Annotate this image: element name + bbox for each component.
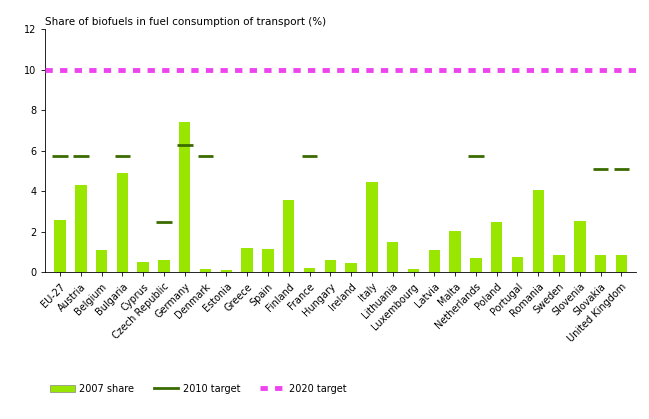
Bar — [449, 231, 461, 272]
Bar — [554, 255, 565, 272]
Bar — [595, 255, 606, 272]
Bar — [138, 262, 149, 272]
Bar — [428, 250, 440, 272]
Bar — [387, 242, 398, 272]
Bar — [221, 270, 232, 272]
Bar — [512, 257, 523, 272]
Bar — [533, 190, 544, 272]
Text: Share of biofuels in fuel consumption of transport (%): Share of biofuels in fuel consumption of… — [45, 17, 326, 27]
Bar — [283, 200, 295, 272]
Bar — [366, 182, 378, 272]
Bar — [75, 185, 86, 272]
Bar — [241, 248, 253, 272]
Bar — [96, 250, 107, 272]
Bar — [179, 122, 190, 272]
Bar — [200, 269, 212, 272]
Bar — [408, 269, 419, 272]
Bar — [158, 260, 169, 272]
Bar — [491, 222, 502, 272]
Bar — [345, 263, 357, 272]
Bar — [470, 258, 482, 272]
Bar — [616, 255, 627, 272]
Bar — [262, 249, 274, 272]
Bar — [324, 260, 336, 272]
Bar — [117, 173, 128, 272]
Bar — [304, 268, 315, 272]
Bar — [574, 221, 585, 272]
Legend: 2007 share, 2010 target, 2020 target: 2007 share, 2010 target, 2020 target — [50, 384, 347, 394]
Bar — [55, 220, 66, 272]
